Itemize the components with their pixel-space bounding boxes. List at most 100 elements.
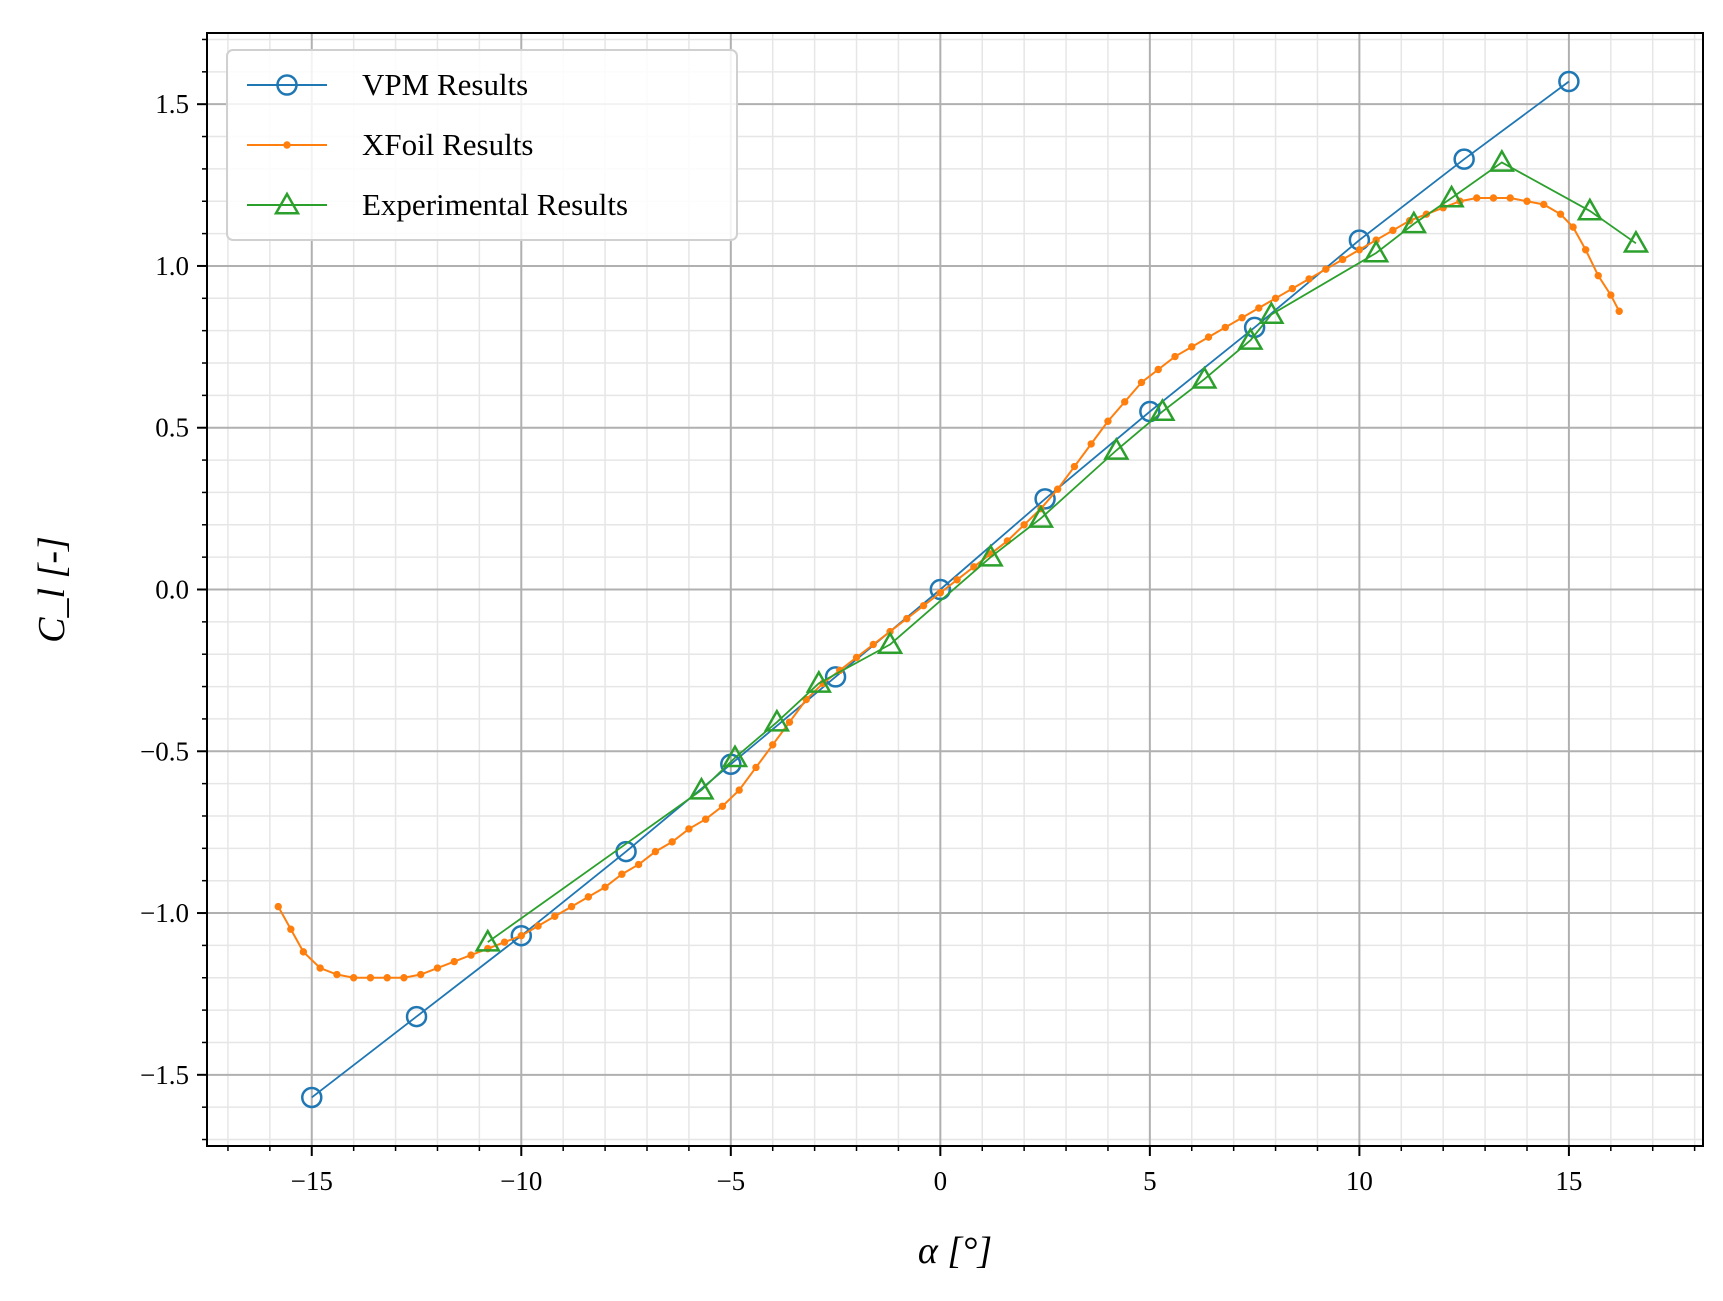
legend-marker-xfoil-results (283, 141, 291, 149)
x-tick-label: 15 (1555, 1166, 1582, 1196)
data-point-xfoil-results (1338, 255, 1347, 264)
legend-label-vpm-results: VPM Results (362, 67, 528, 102)
data-point-xfoil-results (450, 957, 458, 966)
legend-marker-experimental-results (273, 191, 301, 215)
data-point-xfoil-results (1489, 194, 1498, 202)
x-tick-label: 5 (1143, 1166, 1157, 1196)
y-tick-label: 1.5 (155, 89, 189, 119)
y-tick-label: 0.5 (155, 413, 189, 443)
data-point-xfoil-results (601, 883, 609, 891)
data-point-vpm-results (1558, 70, 1580, 93)
legend-label-xfoil-results: XFoil Results (362, 127, 533, 162)
data-point-experimental-results (977, 543, 1004, 567)
data-point-vpm-results (929, 578, 952, 601)
y-axis-label: C_l [-] (31, 536, 73, 643)
data-point-xfoil-results (551, 912, 559, 920)
data-point-xfoil-results (869, 640, 877, 649)
data-point-xfoil-results (433, 964, 442, 972)
data-point-experimental-results (721, 744, 749, 768)
data-point-xfoil-results (953, 576, 961, 584)
data-point-xfoil-results (651, 847, 660, 856)
data-point-vpm-results (1453, 148, 1475, 170)
x-tick-label: −15 (291, 1166, 333, 1196)
data-point-experimental-results (1622, 229, 1650, 253)
data-point-xfoil-results (634, 860, 643, 869)
data-point-xfoil-results (1389, 226, 1397, 235)
data-point-xfoil-results (274, 902, 282, 911)
x-tick-label: −5 (716, 1166, 745, 1196)
data-point-experimental-results (1362, 239, 1390, 263)
data-point-xfoil-results (1087, 440, 1095, 448)
data-point-xfoil-results (701, 815, 710, 823)
data-point-xfoil-results (752, 763, 760, 772)
data-point-xfoil-results (970, 563, 978, 571)
data-point-xfoil-results (852, 653, 861, 662)
y-tick-label: −1.0 (140, 898, 189, 928)
data-point-xfoil-results (618, 870, 626, 878)
data-point-experimental-results (1258, 300, 1285, 324)
data-point-experimental-results (1027, 504, 1055, 528)
data-point-xfoil-results (287, 925, 295, 933)
data-point-xfoil-results (1070, 462, 1079, 471)
data-point-xfoil-results (1569, 223, 1577, 231)
data-point-xfoil-results (769, 741, 777, 749)
data-point-xfoil-results (567, 902, 576, 911)
data-point-xfoil-results (1104, 417, 1112, 425)
data-point-xfoil-results (1288, 284, 1297, 293)
data-point-xfoil-results (785, 718, 794, 726)
data-point-xfoil-results (1221, 323, 1229, 332)
data-point-xfoil-results (383, 974, 391, 982)
data-point-xfoil-results (500, 938, 509, 946)
data-point-xfoil-results (1271, 294, 1280, 303)
data-point-xfoil-results (1121, 398, 1129, 406)
data-point-xfoil-results (936, 589, 945, 597)
y-tick-label: 0.0 (155, 575, 189, 605)
data-point-xfoil-results (1506, 194, 1514, 202)
data-point-xfoil-results (1238, 314, 1246, 322)
data-point-experimental-results (474, 928, 501, 952)
y-tick-label: −0.5 (140, 736, 189, 766)
series-line-experimental-results (487, 161, 1637, 943)
data-point-vpm-results (510, 924, 533, 947)
data-point-experimental-results (1438, 184, 1465, 208)
data-point-xfoil-results (1204, 333, 1213, 341)
data-point-xfoil-results (1615, 307, 1623, 315)
data-point-experimental-results (1191, 365, 1218, 389)
series-experimental-results (474, 148, 1650, 952)
data-point-xfoil-results (1607, 291, 1615, 299)
data-point-xfoil-results (534, 922, 542, 930)
data-point-vpm-results (1034, 488, 1056, 510)
data-point-experimental-results (688, 776, 715, 800)
data-point-xfoil-results (366, 974, 375, 982)
data-point-experimental-results (1488, 148, 1516, 172)
data-point-xfoil-results (1171, 352, 1179, 361)
data-point-xfoil-results (299, 948, 308, 956)
data-point-experimental-results (1237, 326, 1264, 350)
data-point-experimental-results (1400, 210, 1428, 234)
data-point-xfoil-results (718, 802, 727, 810)
legend-marker-vpm-results (276, 74, 298, 96)
data-point-xfoil-results (400, 974, 408, 982)
data-point-experimental-results (876, 630, 904, 655)
y-tick-label: −1.5 (140, 1060, 189, 1090)
data-point-vpm-results (405, 1005, 428, 1028)
x-tick-label: 0 (934, 1166, 948, 1196)
x-axis-label: α [°] (918, 1230, 992, 1272)
x-tick-label: −10 (500, 1166, 542, 1196)
data-point-xfoil-results (1188, 343, 1196, 351)
data-point-experimental-results (1576, 197, 1604, 221)
data-point-xfoil-results (1540, 200, 1548, 209)
data-point-xfoil-results (1556, 210, 1565, 218)
data-point-xfoil-results (1053, 485, 1062, 493)
legend-box (226, 49, 738, 241)
data-point-xfoil-results (584, 893, 593, 901)
data-point-experimental-results (1103, 436, 1130, 460)
data-point-experimental-results (805, 669, 832, 693)
data-point-xfoil-results (919, 601, 928, 610)
data-point-xfoil-results (1255, 304, 1263, 312)
data-point-xfoil-results (1523, 197, 1531, 205)
data-point-xfoil-results (517, 931, 525, 940)
data-point-vpm-results (301, 1086, 323, 1109)
y-tick-label: 1.0 (155, 251, 189, 281)
